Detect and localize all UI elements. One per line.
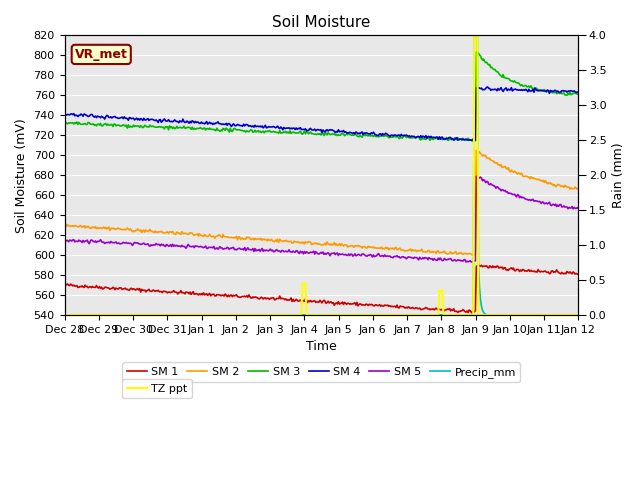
Y-axis label: Soil Moisture (mV): Soil Moisture (mV) — [15, 118, 28, 232]
Text: VR_met: VR_met — [75, 48, 127, 61]
SM 3 — [468, 138, 476, 144]
SM 4 — [472, 138, 479, 144]
SM 1 — [305, 298, 312, 304]
TZ ppt — [563, 312, 571, 318]
Precip_mm — [575, 312, 582, 318]
SM 3 — [339, 131, 346, 137]
SM 5 — [339, 251, 346, 257]
SM 2 — [367, 244, 374, 250]
SM 4 — [367, 132, 374, 137]
SM 3 — [305, 131, 312, 137]
Precip_mm — [470, 33, 478, 38]
TZ ppt — [308, 312, 316, 318]
SM 4 — [484, 84, 492, 90]
SM 3 — [367, 133, 374, 139]
SM 4 — [483, 84, 490, 90]
TZ ppt — [367, 312, 374, 318]
Line: SM 4: SM 4 — [65, 87, 579, 141]
SM 5 — [367, 252, 374, 257]
SM 2 — [61, 221, 68, 227]
SM 1 — [308, 299, 316, 305]
SM 1 — [575, 272, 582, 277]
SM 4 — [575, 90, 582, 96]
SM 4 — [564, 88, 572, 94]
SM 2 — [564, 184, 572, 190]
SM 1 — [564, 269, 572, 275]
SM 5 — [305, 251, 312, 256]
SM 5 — [308, 250, 316, 255]
SM 1 — [61, 282, 68, 288]
SM 2 — [339, 242, 346, 248]
Precip_mm — [563, 312, 571, 318]
SM 3 — [472, 49, 480, 55]
SM 1 — [468, 310, 476, 316]
SM 5 — [484, 179, 492, 184]
Precip_mm — [308, 312, 316, 318]
Line: SM 1: SM 1 — [65, 265, 579, 313]
TZ ppt — [483, 312, 490, 318]
Precip_mm — [305, 312, 312, 318]
SM 4 — [308, 127, 316, 133]
TZ ppt — [339, 312, 346, 318]
SM 4 — [339, 129, 346, 134]
SM 5 — [474, 173, 481, 179]
SM 3 — [484, 61, 492, 67]
SM 2 — [484, 155, 492, 161]
Y-axis label: Rain (mm): Rain (mm) — [612, 143, 625, 208]
Precip_mm — [339, 312, 346, 318]
SM 1 — [477, 263, 485, 268]
Line: SM 3: SM 3 — [65, 52, 579, 141]
X-axis label: Time: Time — [306, 340, 337, 353]
Title: Soil Moisture: Soil Moisture — [272, 15, 371, 30]
SM 4 — [61, 111, 68, 117]
SM 5 — [462, 259, 470, 265]
SM 2 — [472, 253, 479, 259]
SM 2 — [308, 241, 316, 247]
SM 5 — [575, 205, 582, 211]
SM 3 — [308, 131, 316, 137]
Line: Precip_mm: Precip_mm — [65, 36, 579, 315]
TZ ppt — [470, 33, 478, 38]
Precip_mm — [483, 312, 490, 318]
SM 5 — [61, 238, 68, 243]
Precip_mm — [61, 312, 68, 318]
SM 2 — [575, 186, 582, 192]
SM 3 — [61, 119, 68, 125]
SM 5 — [564, 206, 572, 212]
TZ ppt — [305, 312, 312, 318]
Line: SM 5: SM 5 — [65, 176, 579, 262]
SM 3 — [564, 90, 572, 96]
SM 1 — [367, 302, 374, 308]
Precip_mm — [367, 312, 374, 318]
SM 1 — [484, 264, 492, 270]
TZ ppt — [61, 312, 68, 318]
SM 2 — [305, 239, 312, 245]
SM 4 — [305, 128, 312, 133]
SM 3 — [575, 92, 582, 97]
Line: SM 2: SM 2 — [65, 150, 579, 256]
SM 2 — [472, 147, 480, 153]
Line: TZ ppt: TZ ppt — [65, 36, 579, 315]
Legend: TZ ppt: TZ ppt — [122, 379, 192, 398]
TZ ppt — [575, 312, 582, 318]
SM 1 — [339, 299, 346, 305]
